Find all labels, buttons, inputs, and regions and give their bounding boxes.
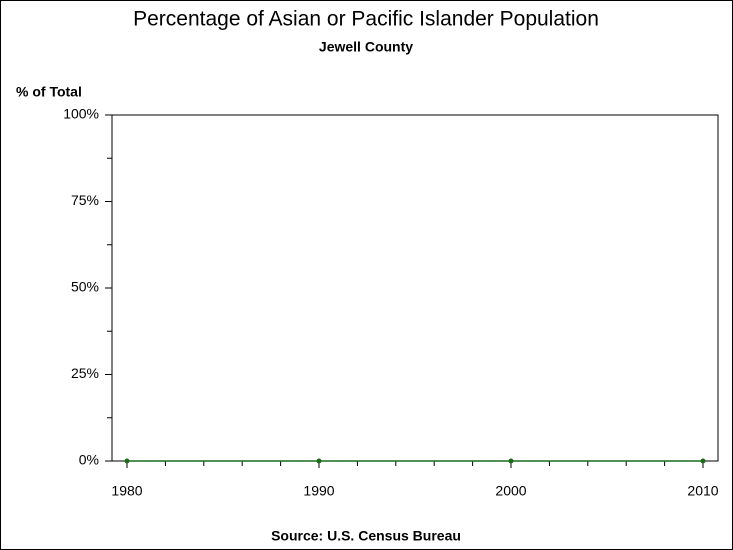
y-axis-label: % of Total [16, 84, 82, 100]
y-tick-label: 75% [71, 192, 99, 208]
data-point [316, 458, 322, 464]
y-tick-label: 50% [71, 279, 99, 295]
x-tick-label: 2000 [495, 483, 526, 499]
y-tick-label: 100% [63, 106, 99, 122]
x-tick-label: 2010 [687, 483, 718, 499]
chart-title: Percentage of Asian or Pacific Islander … [133, 8, 599, 31]
y-tick-label: 0% [79, 452, 99, 468]
x-tick-label: 1990 [303, 483, 334, 499]
data-point [700, 458, 706, 464]
data-point [124, 458, 130, 464]
y-tick-label: 25% [71, 365, 99, 381]
x-tick-label: 1980 [111, 483, 142, 499]
chart-subtitle: Jewell County [319, 39, 413, 55]
source-note: Source: U.S. Census Bureau [271, 528, 461, 544]
data-point [508, 458, 514, 464]
